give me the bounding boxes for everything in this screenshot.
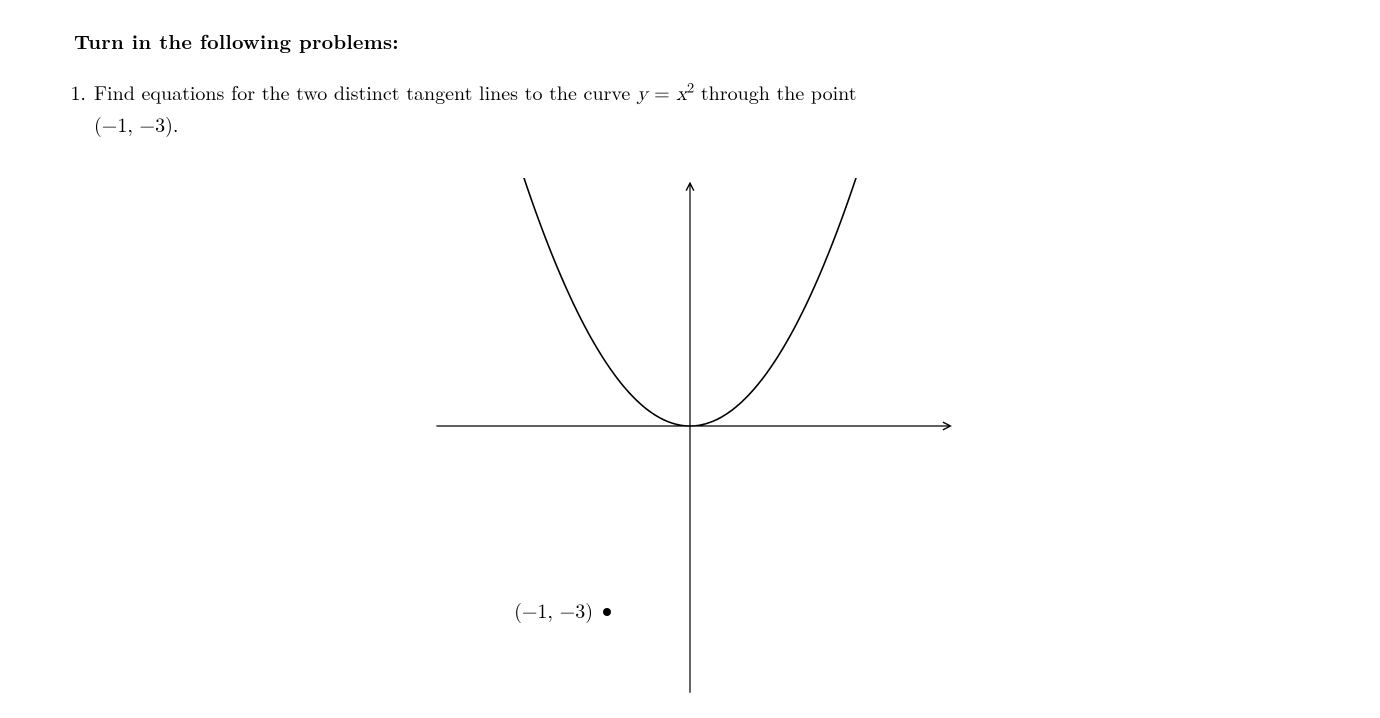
problem-text-middle: through the point: [694, 77, 856, 106]
problem-text-prefix: Find equations for the two distinct tang…: [94, 77, 637, 106]
problem-text: Find equations for the two distinct tang…: [94, 77, 1324, 138]
parabola-chart: (−1, −3): [420, 178, 960, 698]
problem-point: (−1, −3).: [94, 109, 178, 138]
svg-text:(−1, −3): (−1, −3): [514, 595, 593, 624]
problem-number: 1.: [56, 77, 86, 106]
equation-x: x: [676, 84, 687, 104]
chart-container: (−1, −3): [56, 178, 1324, 698]
section-heading: Turn in the following problems:: [74, 26, 1324, 55]
equation-equals: =: [648, 77, 677, 106]
problem-item: 1. Find equations for the two distinct t…: [56, 77, 1324, 138]
equation-y: y: [637, 84, 648, 104]
